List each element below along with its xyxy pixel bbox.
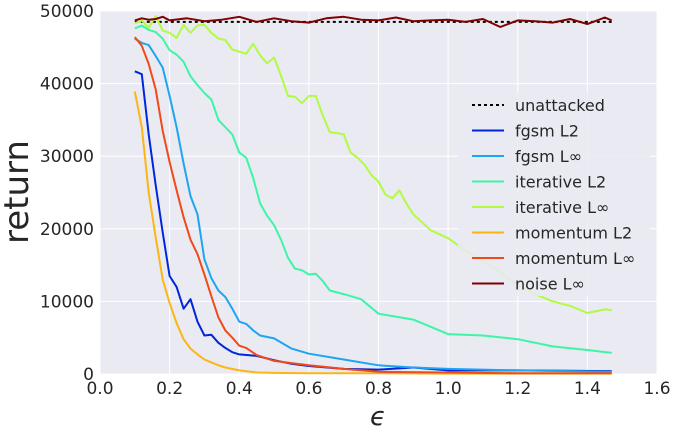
legend-label: unattacked — [515, 96, 605, 115]
legend-label: momentum L∞ — [515, 249, 635, 268]
x-tick-label: 0.8 — [365, 379, 392, 399]
x-tick-label: 0.6 — [295, 379, 322, 399]
legend-label: noise L∞ — [515, 275, 585, 294]
series-line-3 — [134, 24, 612, 354]
y-tick-label: 40000 — [40, 75, 94, 95]
series-line-1 — [134, 70, 612, 373]
y-tick-label: 0 — [83, 365, 94, 385]
series-line-7 — [134, 15, 613, 28]
series-line-6 — [134, 36, 612, 375]
x-tick-label: 1.0 — [435, 379, 462, 399]
series-layer — [133, 15, 613, 375]
x-tick-label: 1.4 — [574, 379, 601, 399]
legend-label: fgsm L∞ — [515, 147, 582, 166]
x-tick-label: 0.0 — [86, 379, 113, 399]
x-axis-label: ϵ — [370, 402, 386, 432]
legend-label: iterative L2 — [515, 173, 606, 192]
series-line-5 — [133, 91, 612, 375]
y-tick-label: 20000 — [40, 220, 94, 240]
y-tick-label: 10000 — [40, 292, 94, 312]
tick-labels: 0.0 0.2 0.4 0.6 0.8 1.0 1.2 1.4 1.6 0 10000 20000 30… — [40, 2, 671, 399]
legend-box — [458, 92, 650, 296]
legend: unattacked fgsm L2 fgsm L∞ iterative L2 iter… — [458, 92, 650, 296]
y-axis-label: return — [0, 140, 37, 244]
x-tick-label: 0.4 — [226, 379, 253, 399]
legend-label: iterative L∞ — [515, 198, 609, 217]
x-tick-label: 1.2 — [504, 379, 531, 399]
x-tick-label: 1.6 — [643, 379, 670, 399]
y-tick-label: 30000 — [40, 147, 94, 167]
series-line-2 — [134, 37, 612, 373]
legend-label: fgsm L2 — [515, 122, 579, 141]
legend-label: momentum L2 — [515, 224, 632, 243]
x-tick-label: 0.2 — [156, 379, 183, 399]
y-tick-label: 50000 — [40, 2, 94, 22]
